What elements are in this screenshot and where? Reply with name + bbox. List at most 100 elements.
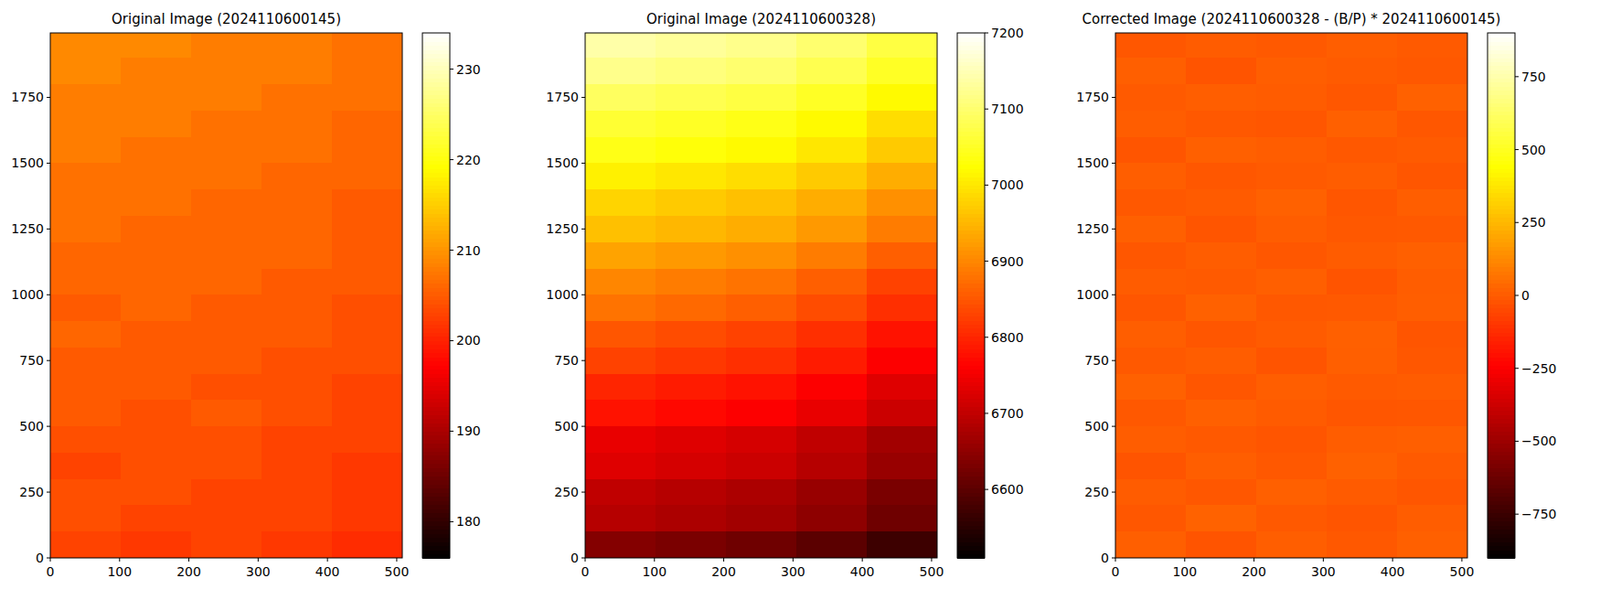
cell xyxy=(191,399,262,427)
y-tick-label: 1500 xyxy=(545,155,579,171)
cell xyxy=(866,320,938,348)
colorbar-strip xyxy=(422,426,450,432)
colorbar-strip xyxy=(1487,242,1515,247)
cell xyxy=(1326,373,1398,401)
colorbar-tick xyxy=(984,108,989,110)
cell xyxy=(331,32,403,58)
colorbar-strip xyxy=(1487,373,1515,378)
cell xyxy=(1326,84,1398,111)
cell xyxy=(585,215,656,243)
colorbar-strip xyxy=(957,221,985,226)
colorbar-strip xyxy=(422,160,450,165)
colorbar-strip xyxy=(1487,209,1515,214)
y-tick xyxy=(581,294,586,296)
colorbar-strip xyxy=(1487,110,1515,116)
cell xyxy=(331,242,403,269)
x-tick xyxy=(1253,557,1255,562)
colorbar-tick xyxy=(1514,440,1519,442)
colorbar-strip xyxy=(422,504,450,510)
heatmap-cells xyxy=(50,32,403,558)
cell xyxy=(866,347,938,374)
colorbar-strip xyxy=(422,303,450,309)
colorbar-strip xyxy=(422,311,450,317)
cell xyxy=(1185,320,1257,348)
cell xyxy=(191,137,262,164)
colorbar-strip xyxy=(957,57,985,63)
y-tick-label: 1250 xyxy=(1076,221,1110,236)
colorbar-strip xyxy=(422,315,450,320)
colorbar-strip xyxy=(1487,295,1515,300)
colorbar-strip xyxy=(422,418,450,424)
colorbar-strip xyxy=(1487,151,1515,157)
colorbar-strip xyxy=(1487,115,1515,120)
colorbar-strip xyxy=(1487,529,1515,534)
cell xyxy=(796,242,867,269)
colorbar-strip xyxy=(1487,217,1515,223)
colorbar-strip xyxy=(422,44,450,50)
colorbar-strip xyxy=(957,61,985,66)
cell xyxy=(120,452,192,480)
cell xyxy=(331,320,403,348)
colorbar-strip xyxy=(957,131,985,137)
colorbar-strip xyxy=(1487,143,1515,149)
colorbar-strip xyxy=(1487,512,1515,518)
colorbar-strip xyxy=(957,171,985,177)
cell xyxy=(50,268,121,296)
panel-title: Original Image (2024110600145) xyxy=(111,10,342,28)
y-tick-label: 1000 xyxy=(1076,287,1110,302)
cell xyxy=(1256,373,1327,401)
cell xyxy=(1397,215,1468,243)
colorbar-strip xyxy=(957,85,985,91)
cell xyxy=(50,347,121,374)
colorbar-tick-label: 0 xyxy=(1521,288,1530,303)
cell xyxy=(1115,268,1186,296)
cell xyxy=(191,373,262,401)
cell xyxy=(1326,32,1398,58)
colorbar-tick-label: 230 xyxy=(456,62,481,77)
cell xyxy=(1185,57,1257,85)
cell xyxy=(331,426,403,453)
colorbar-strip xyxy=(422,545,450,551)
colorbar-strip xyxy=(1487,171,1515,177)
y-tick-label: 500 xyxy=(19,418,44,434)
colorbar-strip xyxy=(1487,533,1515,538)
colorbar-strip xyxy=(422,438,450,444)
x-tick-label: 400 xyxy=(850,564,875,579)
colorbar-strip xyxy=(422,344,450,350)
cell xyxy=(1397,294,1468,321)
colorbar-strip xyxy=(1487,258,1515,264)
colorbar-strip xyxy=(1487,196,1515,202)
figure: 0100200300400500025050075010001250150017… xyxy=(0,0,1600,589)
cell xyxy=(866,57,938,85)
colorbar xyxy=(1487,32,1515,559)
colorbar-strip xyxy=(1487,254,1515,259)
cell xyxy=(725,347,797,374)
colorbar-strip xyxy=(422,397,450,403)
cell xyxy=(50,426,121,453)
heatmap-cells xyxy=(585,32,938,558)
x-tick-label: 100 xyxy=(1172,564,1197,579)
colorbar-strip xyxy=(1487,106,1515,112)
colorbar-strip xyxy=(1487,69,1515,75)
colorbar-strip xyxy=(422,291,450,297)
cell xyxy=(261,373,332,401)
colorbar-strip xyxy=(957,405,985,411)
colorbar-strip xyxy=(957,328,985,333)
cell xyxy=(725,84,797,111)
colorbar-strip xyxy=(1487,500,1515,505)
colorbar-strip xyxy=(957,201,985,206)
colorbar-strip xyxy=(422,295,450,300)
colorbar-strip xyxy=(957,344,985,350)
y-tick xyxy=(1111,96,1116,98)
cell xyxy=(1256,426,1327,453)
y-tick-label: 1250 xyxy=(545,221,579,236)
cell xyxy=(1115,479,1186,506)
colorbar-strip xyxy=(1487,102,1515,107)
y-tick xyxy=(581,162,586,164)
colorbar-strip xyxy=(1487,307,1515,312)
colorbar-strip xyxy=(422,115,450,120)
colorbar-strip xyxy=(957,229,985,235)
colorbar-strip xyxy=(422,278,450,284)
colorbar-strip xyxy=(957,545,985,551)
colorbar-strip xyxy=(957,410,985,416)
